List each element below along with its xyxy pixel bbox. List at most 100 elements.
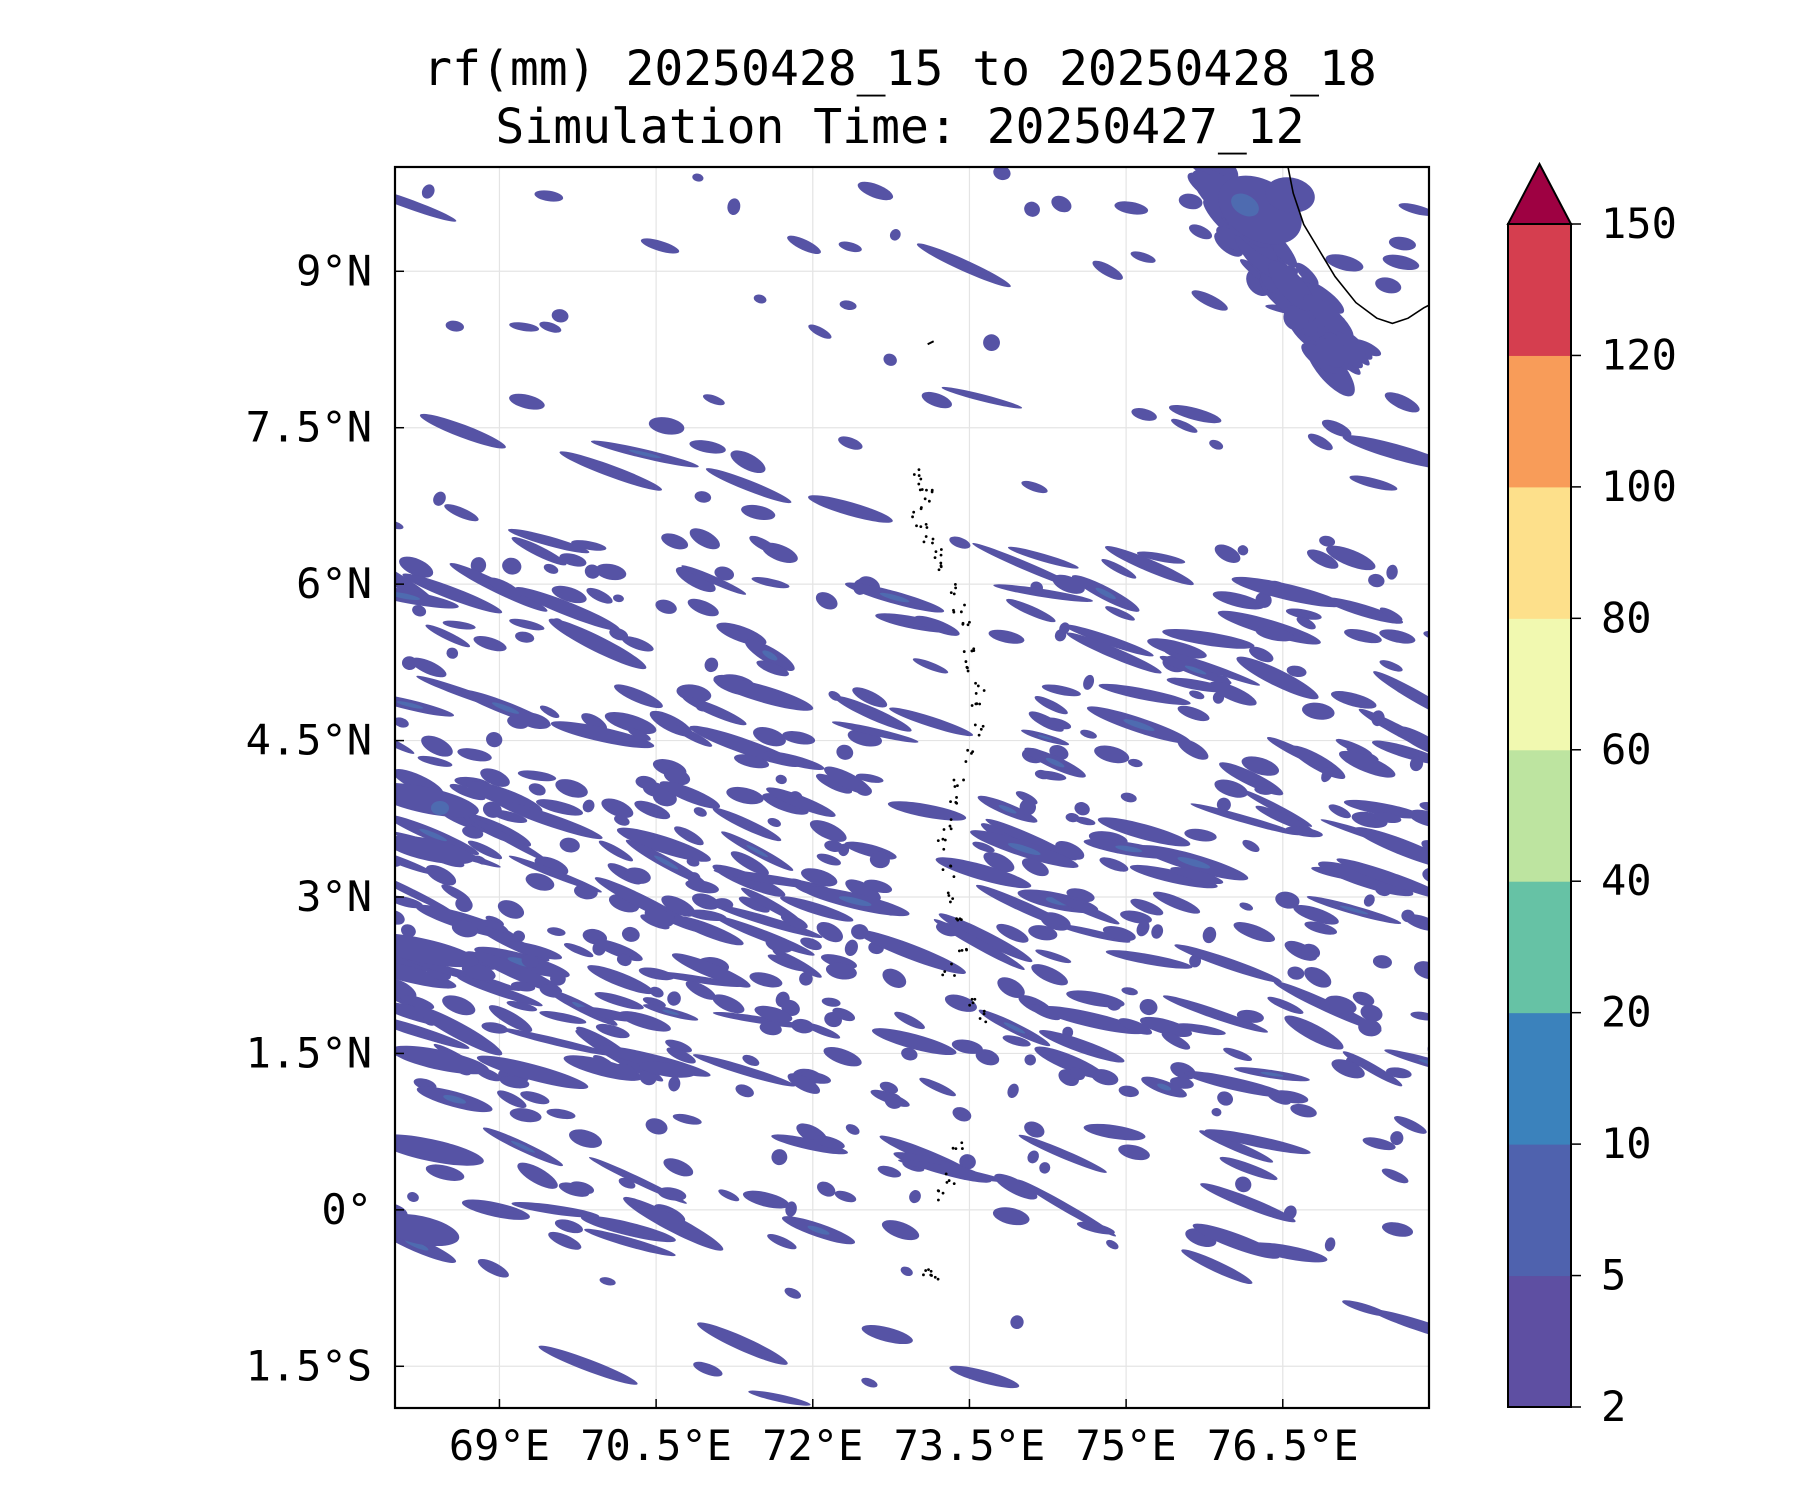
rain-cell — [444, 504, 479, 522]
rain-cell — [815, 592, 838, 610]
rain-cell — [442, 995, 476, 1016]
rain-cell — [992, 1207, 1030, 1226]
rain-cell — [627, 728, 651, 741]
rain-cell — [410, 657, 447, 678]
atoll-dot — [962, 650, 966, 653]
rain-cell — [861, 1377, 878, 1388]
rain-cell — [1105, 606, 1135, 621]
rain-cell — [804, 1022, 841, 1039]
rain-cell — [569, 1181, 595, 1195]
atoll-dot — [955, 801, 959, 805]
rain-cell — [1044, 717, 1072, 730]
rain-cell — [900, 1266, 913, 1277]
rain-cell — [734, 754, 770, 769]
rain-cell — [742, 1190, 790, 1209]
atoll-dot — [955, 796, 958, 799]
atoll-dot — [917, 482, 921, 486]
colorbar: 2 5 10 20 40 60 80 100 120 150 — [1506, 161, 1677, 1431]
atoll-dot — [952, 778, 956, 782]
rain-cell — [916, 243, 1011, 288]
rain-cell — [425, 624, 471, 648]
rain-cell — [466, 781, 543, 814]
rain-cell — [449, 783, 486, 801]
rain-cell — [901, 1047, 918, 1061]
rain-cell — [571, 540, 607, 551]
rain-cell — [442, 620, 476, 630]
atoll-dot — [919, 525, 923, 529]
rain-cell — [762, 650, 778, 661]
rain-cell — [1177, 705, 1210, 722]
rain-cell — [1199, 1130, 1274, 1163]
rain-cell — [1178, 193, 1203, 210]
rain-cell — [645, 1118, 668, 1135]
atoll-dot — [949, 800, 952, 803]
rain-cell — [461, 1199, 530, 1220]
rain-cell — [1233, 922, 1276, 942]
rain-cell — [395, 978, 417, 1001]
rain-cell — [838, 843, 850, 857]
rain-cell — [933, 919, 1025, 970]
rain-cell — [417, 755, 453, 767]
atoll-dot — [922, 540, 926, 544]
atoll-dot — [959, 610, 963, 614]
atoll-dot — [912, 510, 916, 514]
rain-cell — [395, 185, 457, 222]
rain-cell — [1285, 608, 1322, 620]
rain-cell — [1083, 1123, 1146, 1141]
rain-cell — [1017, 1179, 1117, 1237]
rain-cell — [538, 1345, 638, 1385]
rain-cell — [704, 657, 719, 673]
rain-cell — [838, 241, 862, 253]
atoll-dot — [944, 1172, 948, 1176]
rain-cell — [1162, 628, 1255, 649]
rain-cell — [749, 972, 783, 988]
rain-cell — [753, 727, 786, 747]
rain-cell — [1386, 564, 1398, 580]
atoll-dot — [962, 778, 965, 782]
rain-cell — [914, 615, 960, 636]
rain-cell — [624, 867, 651, 884]
rain-cell — [550, 721, 655, 749]
rain-cell — [515, 587, 621, 631]
rain-cell — [1007, 1083, 1019, 1099]
rain-cell — [780, 896, 854, 922]
y-tick-label: 1.5°S — [246, 1341, 372, 1390]
rain-cell — [500, 1028, 613, 1056]
rain-cell — [1209, 439, 1224, 450]
rain-cell — [1373, 671, 1429, 726]
rain-cell — [1037, 734, 1053, 740]
rain-cell — [395, 895, 424, 909]
rain-cell — [604, 711, 657, 735]
rain-cell — [1304, 921, 1338, 935]
atoll-dot — [968, 620, 971, 624]
rain-cell — [491, 702, 520, 714]
rain-cell — [1384, 1049, 1429, 1079]
rain-cell — [816, 922, 844, 943]
rain-cell — [832, 1007, 856, 1022]
atoll-dot — [937, 568, 941, 572]
atoll-dot — [974, 692, 978, 695]
atoll-dot — [982, 689, 986, 692]
rain-cell — [674, 826, 704, 846]
rain-cell — [547, 927, 566, 936]
atoll-dot — [939, 553, 943, 557]
rain-cell — [431, 801, 449, 815]
rain-cell — [663, 768, 691, 786]
atoll-dot — [960, 1141, 964, 1145]
rain-cell — [994, 1173, 1038, 1200]
rain-cell — [539, 1010, 587, 1024]
map-frame — [393, 165, 1431, 1410]
y-tick-label: 9°N — [296, 246, 372, 295]
rain-cell — [1031, 964, 1068, 986]
rain-cell — [488, 1005, 533, 1033]
atoll-dot — [943, 970, 947, 973]
rain-cell — [1041, 684, 1081, 697]
rain-cell — [395, 1134, 484, 1166]
rain-cell — [816, 853, 841, 866]
rain-cell — [1130, 251, 1156, 263]
rain-cell — [395, 835, 475, 865]
rain-cell — [762, 542, 798, 563]
atoll-dot — [949, 864, 953, 868]
atoll-dot — [950, 962, 953, 966]
rain-cell — [1374, 883, 1391, 897]
